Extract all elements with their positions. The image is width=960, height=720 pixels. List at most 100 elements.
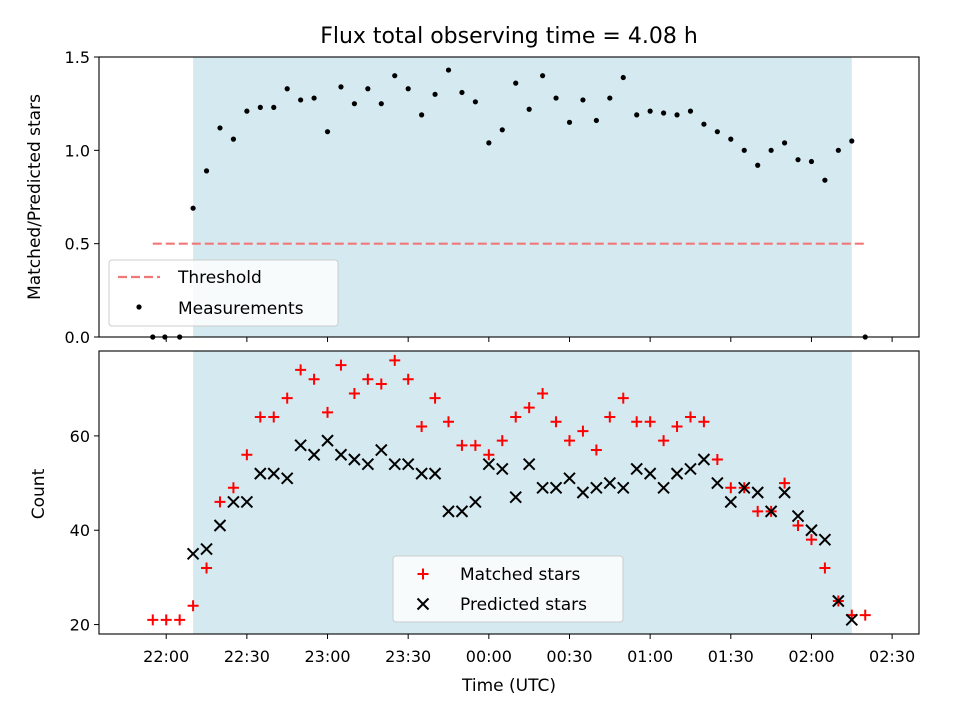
x-tick-label: 22:30 xyxy=(224,647,270,666)
measurement-point xyxy=(687,108,694,114)
matched-star-point xyxy=(160,614,172,626)
legend-measurements-label: Measurements xyxy=(178,299,304,319)
measurement-point xyxy=(714,129,720,135)
measurement-point xyxy=(378,101,384,107)
measurement-point xyxy=(190,205,196,211)
measurement-point xyxy=(405,86,411,92)
legend-threshold-label: Threshold xyxy=(177,268,262,288)
matched-star-point xyxy=(174,614,186,626)
measurement-point xyxy=(674,112,680,118)
measurement-point xyxy=(217,125,223,131)
measurement-point xyxy=(271,104,277,110)
measurement-point xyxy=(472,99,478,105)
predicted-star-point xyxy=(401,457,415,471)
top-y-tick-label: 1.5 xyxy=(65,48,90,67)
matched-star-point xyxy=(644,416,656,428)
x-tick-label: 00:00 xyxy=(466,647,512,666)
matched-star-point xyxy=(658,435,670,447)
predicted-star-point xyxy=(684,462,697,476)
predicted-star-point xyxy=(522,457,536,471)
measurement-point xyxy=(808,158,815,165)
matched-star-point xyxy=(604,411,616,423)
predicted-star-point xyxy=(818,533,832,546)
matched-star-point xyxy=(335,359,347,371)
matched-star-point xyxy=(456,439,468,451)
matched-star-point xyxy=(227,482,239,494)
bottom-y-axis-label: Count xyxy=(29,468,49,519)
measurement-point xyxy=(607,95,613,101)
x-tick-label: 01:00 xyxy=(627,647,673,666)
predicted-star-point xyxy=(334,448,348,461)
measurement-point xyxy=(499,127,505,133)
matched-star-point xyxy=(711,453,723,465)
matched-star-point xyxy=(496,435,508,447)
matched-star-point xyxy=(779,477,791,489)
matched-star-point xyxy=(577,425,589,437)
predicted-star-point xyxy=(415,467,428,480)
predicted-star-point xyxy=(388,457,401,471)
measurement-point xyxy=(741,147,747,153)
matched-star-point xyxy=(483,449,495,461)
measurement-point xyxy=(849,138,855,144)
matched-star-point xyxy=(268,411,280,423)
predicted-star-point xyxy=(496,462,509,476)
measurement-point xyxy=(660,110,667,116)
predicted-star-point xyxy=(724,495,738,509)
matched-star-point xyxy=(563,435,575,447)
predicted-star-point xyxy=(549,481,563,494)
predicted-star-point xyxy=(630,462,643,476)
matched-star-point xyxy=(375,378,387,390)
x-tick-label: 23:30 xyxy=(385,647,431,666)
predicted-star-point xyxy=(791,509,805,523)
measurement-point xyxy=(338,84,344,90)
bottom-axes-frame xyxy=(98,350,920,635)
matched-star-point xyxy=(254,411,266,423)
predicted-star-point xyxy=(361,457,375,471)
matched-star-point xyxy=(469,439,481,451)
top-legend-box xyxy=(108,259,339,327)
bottom-panel: 20 40 60 22:00 22:30 23:00 23:30 00:00 00:30 01:0… xyxy=(70,350,920,666)
measurement-point xyxy=(580,97,586,103)
measurement-point xyxy=(459,89,465,96)
top-legend: Threshold Measurements xyxy=(108,259,339,327)
predicted-star-point xyxy=(375,443,388,457)
predicted-star-point xyxy=(778,486,791,499)
matched-star-point xyxy=(147,614,159,626)
predicted-star-point xyxy=(294,439,307,452)
predicted-star-point xyxy=(509,491,522,504)
measurement-point xyxy=(513,80,519,86)
predicted-star-point xyxy=(321,434,334,447)
measurement-point xyxy=(203,168,210,174)
predicted-star-point xyxy=(805,524,818,537)
predicted-star-point xyxy=(697,453,711,466)
predicted-star-point xyxy=(643,467,657,480)
predicted-star-point xyxy=(227,495,240,509)
predicted-star-point xyxy=(240,495,254,509)
matched-star-point xyxy=(671,420,683,432)
matched-star-point xyxy=(805,534,817,546)
predicted-star-point xyxy=(670,467,684,480)
measurement-point xyxy=(526,106,532,112)
predicted-star-point xyxy=(186,547,200,561)
measurement-point xyxy=(486,140,492,146)
matched-star-point xyxy=(443,416,455,428)
bottom-y-tick-label: 40 xyxy=(70,521,90,540)
measurement-point xyxy=(311,95,317,101)
matched-star-point xyxy=(389,354,401,366)
legend-predicted-label: Predicted stars xyxy=(460,595,587,615)
matched-star-point xyxy=(429,392,441,404)
predicted-star-point xyxy=(603,476,617,490)
measurement-point xyxy=(445,67,452,73)
predicted-star-point xyxy=(764,505,778,518)
bottom-y-tick-label: 20 xyxy=(70,616,90,635)
top-axes-frame xyxy=(98,56,920,338)
x-axis-label: Time (UTC) xyxy=(461,676,556,696)
matched-star-point xyxy=(402,373,414,385)
measurement-point xyxy=(553,95,559,101)
matched-star-point xyxy=(214,496,226,508)
x-tick-label: 02:30 xyxy=(869,647,915,666)
measurement-point xyxy=(768,147,774,153)
top-y-tick-label: 1.0 xyxy=(65,141,90,160)
measurement-point xyxy=(634,112,640,118)
matched-star-point xyxy=(590,444,602,456)
